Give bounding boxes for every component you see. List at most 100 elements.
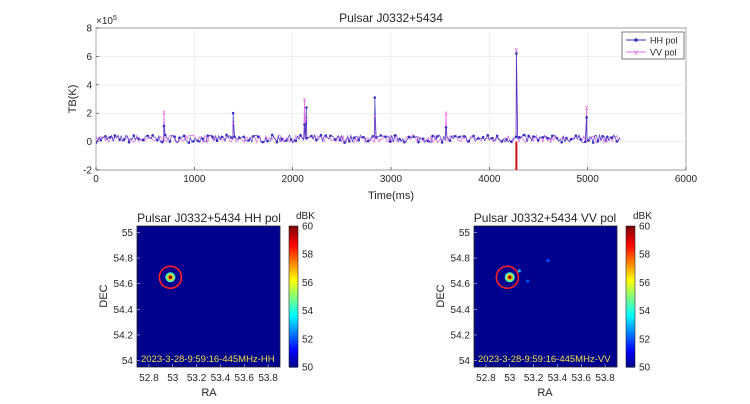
ra-tick-label: 53.4 xyxy=(211,373,231,384)
colorbar-segment xyxy=(289,359,298,363)
colorbar-segment xyxy=(289,362,298,366)
vv-peak-marker: x xyxy=(515,47,519,54)
hh-point xyxy=(491,136,494,140)
hh-point xyxy=(96,141,98,144)
hh-point xyxy=(113,134,117,137)
time-series-ylabel: TB(K) xyxy=(67,85,79,114)
colorbar-segment xyxy=(626,251,635,255)
legend-box xyxy=(621,31,685,60)
hh-point xyxy=(615,140,619,143)
colorbar-segment xyxy=(289,228,298,232)
hh-point xyxy=(431,134,434,138)
colorbar-tick-label: 56 xyxy=(302,278,314,289)
source-peak xyxy=(168,275,172,279)
colorbar-segment xyxy=(289,249,298,253)
colorbar-segment xyxy=(626,352,635,356)
colorbar-segment xyxy=(289,261,298,265)
hh-point xyxy=(132,134,136,137)
colorbar-segment xyxy=(289,296,298,300)
dec-tick-label: 54.4 xyxy=(114,305,134,316)
colorbar-segment xyxy=(626,355,635,359)
colorbar-tick-label: 52 xyxy=(302,334,314,345)
hh-point xyxy=(252,134,255,138)
colorbar-segment xyxy=(289,322,298,326)
dec-tick-label: 54.8 xyxy=(451,254,471,265)
colorbar-segment xyxy=(289,298,298,302)
colorbar-segment xyxy=(289,338,298,342)
vv-heatmap-xlabel: RA xyxy=(537,387,553,399)
colorbar-segment xyxy=(626,270,635,274)
colorbar-segment xyxy=(626,348,635,352)
hh-point xyxy=(233,135,236,138)
vv-heatmap-title: Pulsar J0332+5434 VV pol xyxy=(474,211,616,225)
colorbar-segment xyxy=(626,357,635,361)
colorbar-segment xyxy=(626,350,635,354)
colorbar-segment xyxy=(289,237,298,241)
colorbar-segment xyxy=(626,312,635,316)
colorbar-segment xyxy=(626,310,635,314)
hh-point xyxy=(220,135,224,139)
colorbar-segment xyxy=(289,244,298,248)
hh-point xyxy=(403,140,406,144)
vv-heatmap-ylabel: DEC xyxy=(435,284,447,307)
hh-point xyxy=(366,139,370,143)
hh-point xyxy=(515,52,518,55)
hh-point xyxy=(348,140,351,143)
legend-hh-label: HH pol xyxy=(650,36,678,46)
hh-point xyxy=(230,136,233,139)
hh-point xyxy=(104,134,107,138)
colorbar-tick-label: 50 xyxy=(302,363,314,374)
hh-point xyxy=(123,138,126,141)
hh-point xyxy=(398,137,401,141)
hh-point xyxy=(371,135,375,138)
hh-point xyxy=(440,141,444,144)
colorbar-segment xyxy=(626,263,635,267)
dec-tick-label: 54 xyxy=(459,356,471,367)
colorbar-segment xyxy=(289,331,298,335)
colorbar-segment xyxy=(289,258,298,262)
hh-point xyxy=(601,134,604,138)
y-tick-label: 0 xyxy=(86,137,92,148)
hh-point xyxy=(270,133,274,137)
colorbar-segment xyxy=(626,249,635,253)
colorbar-segment xyxy=(289,254,298,258)
colorbar-segment xyxy=(626,284,635,288)
colorbar-segment xyxy=(289,305,298,309)
colorbar-segment xyxy=(289,233,298,236)
colorbar-segment xyxy=(289,277,298,281)
hh-point xyxy=(201,137,205,141)
dec-tick-label: 55 xyxy=(459,228,471,239)
colorbar-segment xyxy=(289,355,298,359)
colorbar-segment xyxy=(626,240,635,244)
hh-point xyxy=(231,111,235,115)
hh-point xyxy=(373,96,377,99)
colorbar-segment xyxy=(289,235,298,239)
colorbar-segment xyxy=(289,364,298,368)
hh-point xyxy=(596,139,600,143)
hh-heatmap-ylabel: DEC xyxy=(98,284,110,307)
vv-peak-marker: x xyxy=(162,109,166,116)
dec-tick-label: 54.6 xyxy=(451,279,471,290)
hh-point xyxy=(574,134,578,137)
hh-point xyxy=(280,137,283,140)
x-tick-label: 0 xyxy=(93,174,99,185)
colorbar-border xyxy=(625,225,636,368)
vv-colorbar: 50 52 54 56 58 60 xyxy=(625,222,651,374)
colorbar-segment xyxy=(289,275,298,279)
dec-tick-label: 54.4 xyxy=(451,305,471,316)
colorbar-segment xyxy=(289,265,298,269)
colorbar-segment xyxy=(289,247,298,251)
colorbar-segment xyxy=(289,270,298,274)
colorbar-segment xyxy=(626,305,635,309)
y-exponent-base: ×10 xyxy=(96,16,113,27)
hh-point xyxy=(275,140,279,144)
source-circle xyxy=(158,265,183,290)
hh-point xyxy=(384,135,387,139)
ra-tick-label: 53.2 xyxy=(524,373,544,384)
colorbar-segment xyxy=(289,284,298,288)
hh-point xyxy=(127,140,131,144)
secondary-source xyxy=(526,279,530,283)
colorbar-segment xyxy=(626,275,635,279)
colorbar-segment xyxy=(289,324,298,328)
source-circle xyxy=(495,265,520,290)
